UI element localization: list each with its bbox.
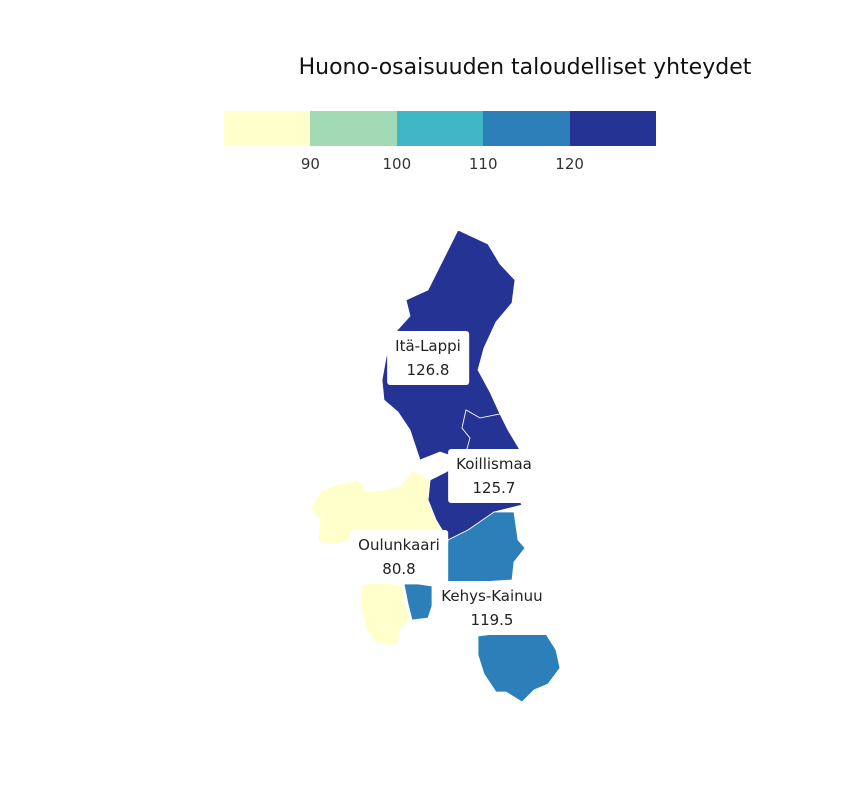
legend-swatch-1: [224, 111, 311, 146]
legend-tick-90: 90: [300, 155, 320, 173]
region-oulunkaari-south[interactable]: [359, 581, 411, 646]
region-value: 119.5: [470, 611, 514, 629]
legend-tick-100: 100: [382, 155, 412, 173]
legend-tick-120: 120: [555, 155, 584, 173]
region-name: Itä-Lappi: [395, 337, 461, 355]
legend-tick-110: 110: [468, 155, 498, 173]
region-value: 80.8: [382, 560, 416, 578]
region-name: Oulunkaari: [358, 536, 440, 554]
region-label-kehys-kainuu: Kehys-Kainuu 119.5: [433, 581, 551, 635]
region-label-oulunkaari: Oulunkaari 80.8: [350, 530, 448, 584]
region-label-koillismaa: Koillismaa 125.7: [448, 449, 540, 503]
legend-swatch-5: [569, 111, 656, 146]
map-title: Huono-osaisuuden taloudelliset yhteydet: [298, 55, 752, 80]
region-value: 126.8: [406, 361, 450, 379]
legend-swatch-3: [396, 111, 484, 146]
region-kehys-kainuu-south[interactable]: [477, 631, 561, 703]
region-value: 125.7: [472, 479, 516, 497]
region-label-ita-lappi: Itä-Lappi 126.8: [387, 331, 469, 385]
color-legend: 90 100 110 120: [224, 111, 656, 181]
region-kehys-kainuu-west[interactable]: [403, 583, 433, 621]
region-name: Kehys-Kainuu: [441, 587, 543, 605]
region-name: Koillismaa: [456, 455, 532, 473]
legend-swatch-2: [310, 111, 397, 146]
legend-swatch-4: [483, 111, 570, 146]
